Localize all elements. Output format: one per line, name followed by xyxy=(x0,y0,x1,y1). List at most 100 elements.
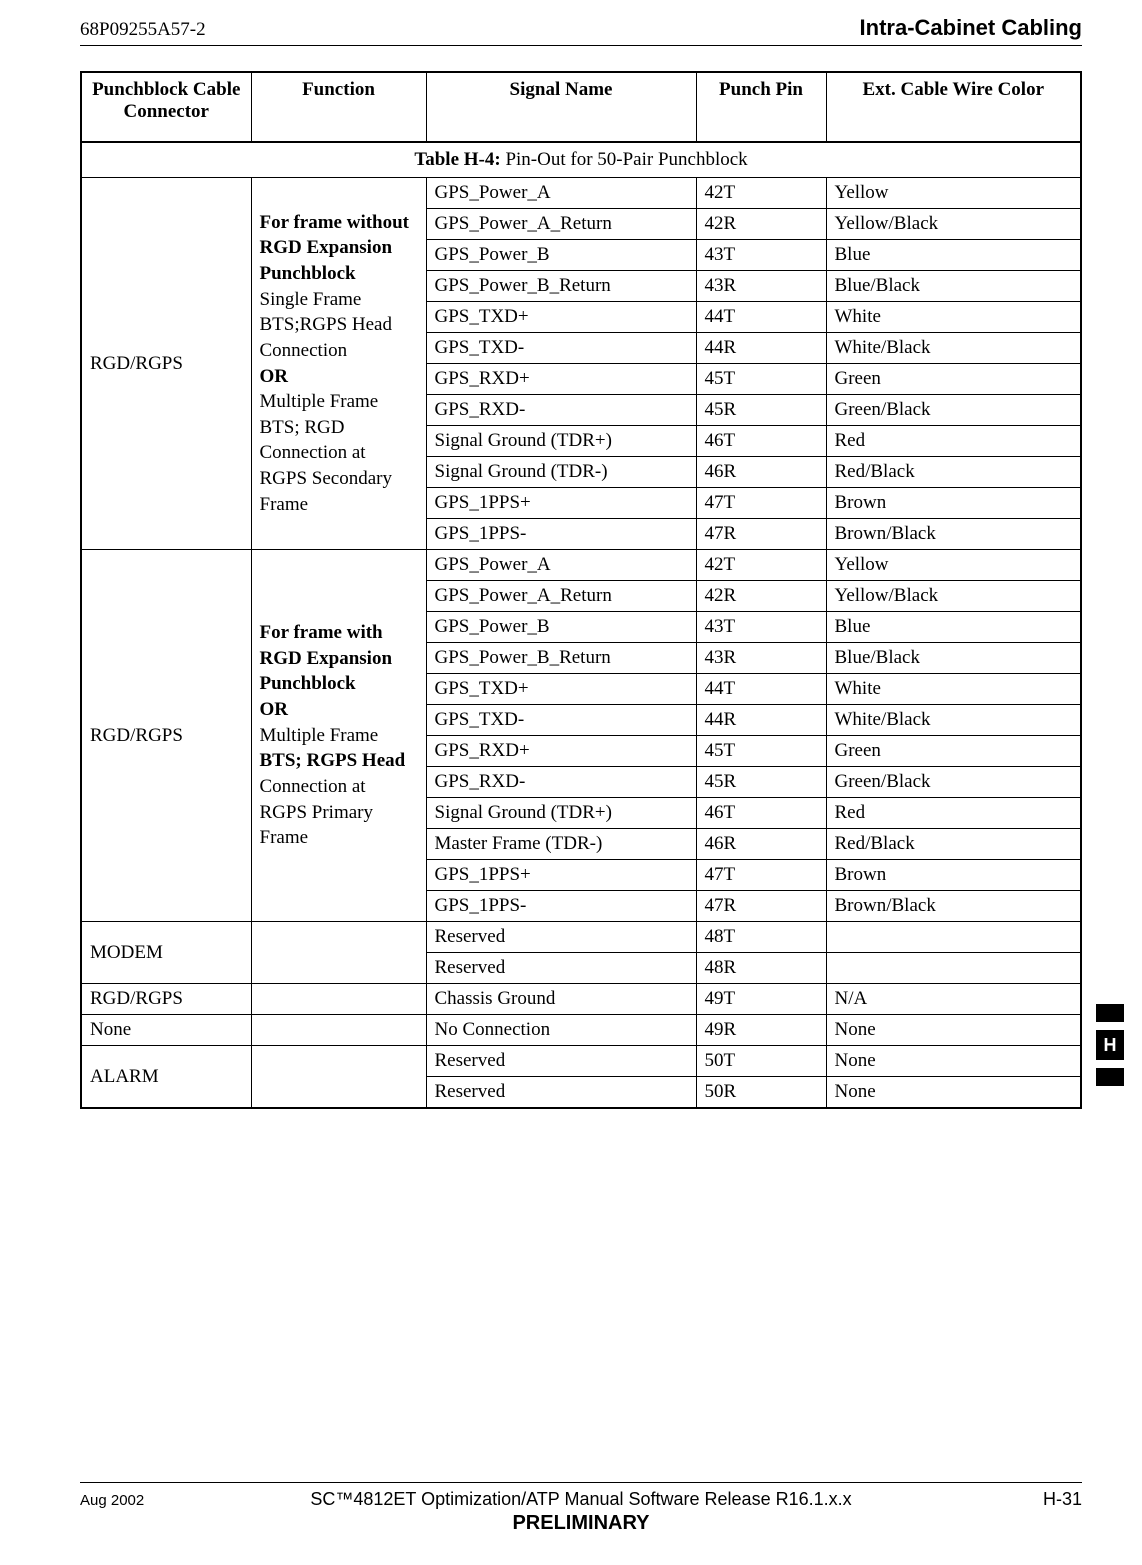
cell: GPS_Power_A xyxy=(426,178,696,209)
cell: Signal Ground (TDR+) xyxy=(426,426,696,457)
cell: 45R xyxy=(696,395,826,426)
footer-row: Aug 2002 SC™4812ET Optimization/ATP Manu… xyxy=(80,1489,1082,1510)
cell: 48T xyxy=(696,922,826,953)
cell: N/A xyxy=(826,984,1081,1015)
cell: 42R xyxy=(696,209,826,240)
cell: 49T xyxy=(696,984,826,1015)
cell: 50R xyxy=(696,1077,826,1109)
cell: 47R xyxy=(696,891,826,922)
cell: Green xyxy=(826,736,1081,767)
cell: 44R xyxy=(696,333,826,364)
side-marker-top xyxy=(1096,1004,1124,1022)
cell: GPS_Power_B xyxy=(426,612,696,643)
cell: Red xyxy=(826,798,1081,829)
cell: Green xyxy=(826,364,1081,395)
cell: 46R xyxy=(696,829,826,860)
doc-id: 68P09255A57-2 xyxy=(80,19,206,41)
cell: MODEM xyxy=(81,922,251,984)
cell: Red/Black xyxy=(826,829,1081,860)
cell: GPS_RXD+ xyxy=(426,364,696,395)
cell: Reserved xyxy=(426,1046,696,1077)
table-row: ALARMReserved50TNone xyxy=(81,1046,1081,1077)
cell: GPS_TXD- xyxy=(426,705,696,736)
cell xyxy=(251,1046,426,1109)
cell: GPS_1PPS+ xyxy=(426,860,696,891)
cell xyxy=(251,922,426,984)
cell: 50T xyxy=(696,1046,826,1077)
cell: 47T xyxy=(696,488,826,519)
pinout-table: Table H-4: Pin-Out for 50-Pair Punchbloc… xyxy=(80,71,1082,1109)
table-caption: Table H-4: Pin-Out for 50-Pair Punchbloc… xyxy=(81,142,1081,178)
cell: 48R xyxy=(696,953,826,984)
cell: Green/Black xyxy=(826,767,1081,798)
cell: 43T xyxy=(696,240,826,271)
cell: 42T xyxy=(696,178,826,209)
side-marker-bottom xyxy=(1096,1068,1124,1086)
table-body: RGD/RGPSFor frame without RGD Expansion … xyxy=(81,178,1081,1109)
cell: GPS_TXD- xyxy=(426,333,696,364)
table-row: MODEMReserved48T xyxy=(81,922,1081,953)
cell: GPS_1PPS- xyxy=(426,519,696,550)
cell: GPS_Power_A_Return xyxy=(426,581,696,612)
cell: GPS_RXD+ xyxy=(426,736,696,767)
cell: GPS_Power_A xyxy=(426,550,696,581)
cell: White/Black xyxy=(826,705,1081,736)
cell: Yellow/Black xyxy=(826,581,1081,612)
cell: RGD/RGPS xyxy=(81,984,251,1015)
cell: 45T xyxy=(696,364,826,395)
footer-preliminary: PRELIMINARY xyxy=(80,1512,1082,1535)
cell: 42T xyxy=(696,550,826,581)
cell: 49R xyxy=(696,1015,826,1046)
table-row: NoneNo Connection49RNone xyxy=(81,1015,1081,1046)
table-head: Punchblock Cable Connector Function Sign… xyxy=(81,72,1081,142)
cell: GPS_Power_A_Return xyxy=(426,209,696,240)
caption-bold: Table H-4: xyxy=(414,149,500,170)
th-signal: Signal Name xyxy=(426,72,696,142)
cell: 44T xyxy=(696,674,826,705)
cell: Red xyxy=(826,426,1081,457)
cell: GPS_RXD- xyxy=(426,767,696,798)
cell: 46R xyxy=(696,457,826,488)
cell: 44R xyxy=(696,705,826,736)
cell: Blue/Black xyxy=(826,643,1081,674)
cell: GPS_1PPS+ xyxy=(426,488,696,519)
cell: RGD/RGPS xyxy=(81,550,251,922)
cell: None xyxy=(826,1077,1081,1109)
cell: Blue/Black xyxy=(826,271,1081,302)
cell: Brown xyxy=(826,860,1081,891)
table-row: RGD/RGPSChassis Ground49TN/A xyxy=(81,984,1081,1015)
footer-date: Aug 2002 xyxy=(80,1492,200,1509)
cell: Signal Ground (TDR-) xyxy=(426,457,696,488)
cell: None xyxy=(81,1015,251,1046)
cell: Brown xyxy=(826,488,1081,519)
page-header: 68P09255A57-2 Intra-Cabinet Cabling xyxy=(80,0,1082,45)
cell: 43R xyxy=(696,643,826,674)
side-tab: H xyxy=(1096,1030,1124,1060)
cell: GPS_1PPS- xyxy=(426,891,696,922)
cell: White xyxy=(826,302,1081,333)
th-function: Function xyxy=(251,72,426,142)
th-pin: Punch Pin xyxy=(696,72,826,142)
cell: GPS_Power_B_Return xyxy=(426,643,696,674)
cell: Master Frame (TDR-) xyxy=(426,829,696,860)
cell: 45R xyxy=(696,767,826,798)
cell xyxy=(826,922,1081,953)
cell: 44T xyxy=(696,302,826,333)
cell: No Connection xyxy=(426,1015,696,1046)
cell xyxy=(251,1015,426,1046)
cell: 43R xyxy=(696,271,826,302)
function-cell: For frame with RGD Expansion PunchblockO… xyxy=(251,550,426,922)
header-rule xyxy=(80,45,1082,46)
cell: None xyxy=(826,1046,1081,1077)
cell: GPS_Power_B_Return xyxy=(426,271,696,302)
table-row: RGD/RGPSFor frame with RGD Expansion Pun… xyxy=(81,550,1081,581)
cell: ALARM xyxy=(81,1046,251,1109)
cell: RGD/RGPS xyxy=(81,178,251,550)
cell: Yellow/Black xyxy=(826,209,1081,240)
cell: Red/Black xyxy=(826,457,1081,488)
cell: GPS_TXD+ xyxy=(426,674,696,705)
cell: White/Black xyxy=(826,333,1081,364)
cell: 46T xyxy=(696,426,826,457)
footer-page: H-31 xyxy=(962,1489,1082,1510)
cell: Brown/Black xyxy=(826,519,1081,550)
